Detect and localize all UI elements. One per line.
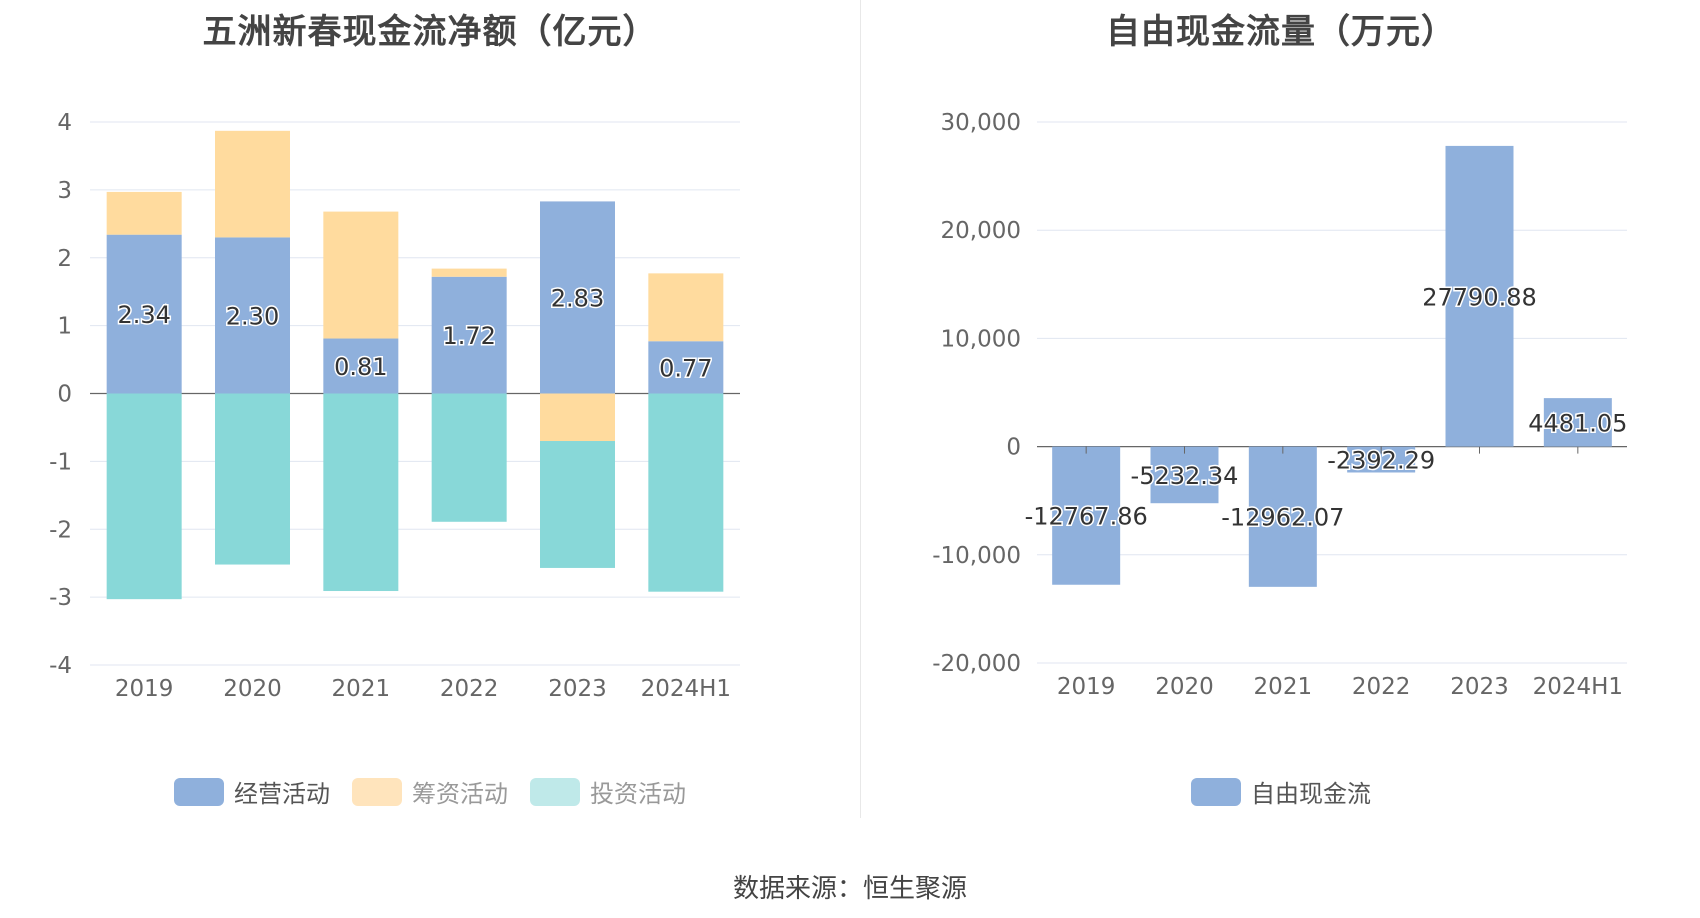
data-label-operating: 2.34 <box>117 301 170 329</box>
y-tick-label: -4 <box>49 653 72 679</box>
legend-label-operating: 经营活动 <box>234 780 330 808</box>
x-tick-label: 2024H1 <box>1533 674 1623 700</box>
legend-swatch-operating <box>174 777 224 806</box>
y-tick-label: 4 <box>57 110 72 136</box>
bar-free-cash <box>1248 446 1317 587</box>
y-tick-label: 20,000 <box>941 218 1021 244</box>
y-tick-label: 1 <box>57 314 72 340</box>
data-label-operating: 2.30 <box>226 302 279 330</box>
y-tick-label: 0 <box>57 382 72 408</box>
y-tick-label: 3 <box>57 178 72 204</box>
bar-financing <box>215 130 290 238</box>
bar-financing <box>648 273 724 342</box>
legend-swatch-financing <box>352 777 402 806</box>
x-tick-label: 2021 <box>332 676 391 702</box>
data-label-free-cash: -12767.86 <box>1025 503 1148 531</box>
cash-flow-net-chart: 4 3 2 1 0 -1 -2 -3 -4 2019 2.34 2020 2.30 2021 0.81 202… <box>49 110 740 702</box>
right-legend: 自由现金流 <box>862 774 1700 809</box>
cash-flow-net-panel: 五洲新春现金流净额（亿元） 4 3 2 1 0 -1 -2 -3 -4 2019 2.34 2020 2… <box>0 12 860 809</box>
legend-label-investing: 投资活动 <box>590 780 686 808</box>
data-label-operating: 2.83 <box>551 284 604 312</box>
bar-investing <box>106 393 182 600</box>
bar-investing <box>323 393 399 592</box>
right-chart-title: 自由现金流量（万元） <box>1106 12 1456 52</box>
y-tick-label: 10,000 <box>941 326 1021 352</box>
data-label-free-cash: -5232.34 <box>1131 462 1239 490</box>
legend-label-financing: 筹资活动 <box>412 780 508 808</box>
data-label-free-cash: -2392.29 <box>1327 447 1435 475</box>
legend-swatch-free-cash <box>1191 777 1241 806</box>
data-label-free-cash: 27790.88 <box>1422 283 1537 311</box>
x-tick-label: 2019 <box>115 676 174 702</box>
bar-operating <box>106 234 182 394</box>
legend-item-investing[interactable]: 投资活动 <box>530 774 686 809</box>
bar-financing <box>540 393 615 442</box>
legend-label-free-cash: 自由现金流 <box>1251 780 1371 808</box>
y-tick-label: 2 <box>57 246 72 272</box>
data-label-operating: 0.77 <box>659 354 712 382</box>
legend-swatch-investing <box>530 777 580 806</box>
bar-operating <box>215 237 290 394</box>
bar-investing <box>431 393 507 522</box>
bar-operating <box>540 201 615 394</box>
panel-divider <box>860 0 861 818</box>
bar-financing <box>431 268 507 277</box>
bar-free-cash <box>1445 145 1514 447</box>
bar-free-cash <box>1543 398 1612 447</box>
legend-item-operating[interactable]: 经营活动 <box>174 774 330 809</box>
x-tick-label: 2023 <box>1450 674 1509 700</box>
bar-investing <box>215 393 290 565</box>
x-tick-label: 2019 <box>1057 674 1116 700</box>
legend-item-financing[interactable]: 筹资活动 <box>352 774 508 809</box>
y-tick-label: -20,000 <box>932 651 1021 677</box>
y-tick-label: -1 <box>49 449 72 475</box>
bar-investing <box>648 393 724 592</box>
data-label-operating: 0.81 <box>334 353 387 381</box>
y-tick-label: 0 <box>1006 435 1021 461</box>
data-source-note: 数据来源：恒生聚源 <box>732 874 967 904</box>
bar-operating <box>323 338 399 394</box>
bar-financing <box>106 191 182 235</box>
bar-operating <box>431 276 507 394</box>
bar-operating <box>648 341 724 394</box>
left-chart-title: 五洲新春现金流净额（亿元） <box>202 12 658 52</box>
bar-free-cash <box>1052 446 1121 585</box>
left-legend: 经营活动 筹资活动 投资活动 <box>0 774 860 809</box>
free-cash-flow-panel: 自由现金流量（万元） 30,000 20,000 10,000 0 -10,000 -20… <box>862 0 1700 918</box>
x-tick-label: 2020 <box>223 676 282 702</box>
y-tick-label: -10,000 <box>932 543 1021 569</box>
x-tick-label: 2020 <box>1155 674 1214 700</box>
free-cash-flow-chart: 30,000 20,000 10,000 0 -10,000 -20,000 2019 -12… <box>932 110 1629 700</box>
bar-free-cash <box>1150 446 1219 504</box>
x-tick-label: 2024H1 <box>641 676 731 702</box>
bar-investing <box>540 441 615 568</box>
bar-financing <box>323 211 399 339</box>
data-label-operating: 1.72 <box>442 322 495 350</box>
x-tick-label: 2022 <box>440 676 499 702</box>
legend-item-free-cash[interactable]: 自由现金流 <box>1191 774 1371 809</box>
y-tick-label: -2 <box>49 517 72 543</box>
y-tick-label: 30,000 <box>941 110 1021 136</box>
data-label-free-cash: -12962.07 <box>1221 504 1344 532</box>
x-tick-label: 2021 <box>1254 674 1313 700</box>
data-label-free-cash: 4481.05 <box>1528 409 1627 437</box>
x-tick-label: 2023 <box>548 676 607 702</box>
x-tick-label: 2022 <box>1352 674 1411 700</box>
y-tick-label: -3 <box>49 585 72 611</box>
